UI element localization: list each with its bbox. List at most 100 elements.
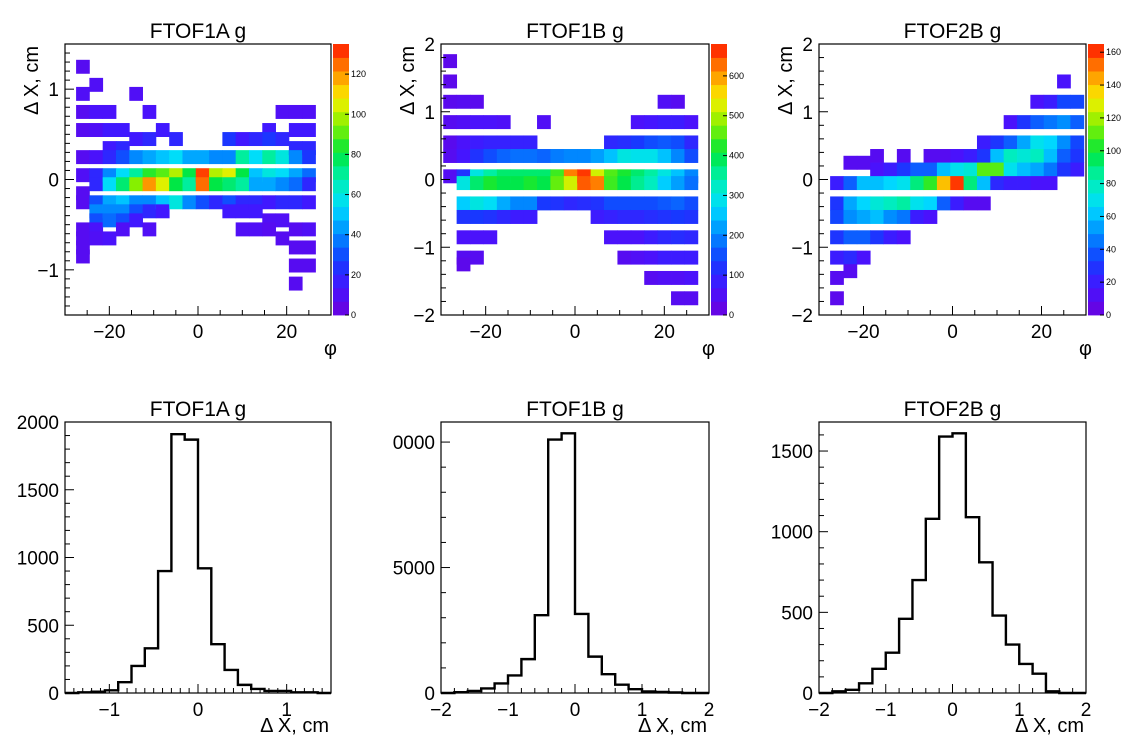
heatmap-cell bbox=[89, 104, 104, 119]
heatmap-cell bbox=[1017, 162, 1031, 177]
heatmap-cell bbox=[936, 176, 951, 191]
histogram-bin bbox=[615, 685, 628, 693]
heatmap-cell bbox=[76, 249, 90, 264]
heatmap-cell bbox=[1030, 135, 1045, 150]
colorbar-segment bbox=[711, 98, 727, 113]
heatmap-cell bbox=[523, 176, 538, 191]
heatmap-cell bbox=[76, 104, 90, 119]
heatmap-cell bbox=[302, 177, 316, 192]
heatmap-cell bbox=[684, 176, 699, 191]
histogram-bin bbox=[238, 685, 251, 693]
colorbar-segment bbox=[333, 44, 349, 58]
colorbar-segment bbox=[1088, 206, 1104, 221]
heatmap-cell bbox=[617, 230, 632, 245]
heatmap-cell bbox=[496, 196, 511, 211]
y-axis-label: Δ X, cm bbox=[397, 46, 419, 115]
heatmap-cell bbox=[483, 115, 498, 130]
heatmap-cell bbox=[896, 149, 911, 163]
heatmap-cell bbox=[671, 196, 685, 211]
y-tick-label: 0 bbox=[802, 684, 813, 705]
heatmap-cell bbox=[870, 209, 884, 224]
heatmap-cell bbox=[923, 196, 938, 211]
heatmap-cell bbox=[288, 276, 303, 291]
colorbar-segment bbox=[711, 125, 727, 140]
heatmap-cell bbox=[830, 291, 844, 306]
x-tick-label: −20 bbox=[93, 322, 125, 343]
heatmap-cell bbox=[671, 230, 685, 245]
colorbar-segment bbox=[711, 220, 727, 235]
colorbar-tick-label: 200 bbox=[729, 230, 744, 240]
x-tick-label: 0 bbox=[947, 322, 958, 343]
y-tick-label: 0 bbox=[48, 684, 59, 705]
heatmap-cell bbox=[275, 150, 290, 165]
y-tick-label: 1 bbox=[802, 103, 813, 124]
heatmap-cell bbox=[617, 149, 632, 163]
heatmap-cell bbox=[288, 222, 303, 237]
heatmap-cell bbox=[195, 195, 210, 210]
heatmap-cell bbox=[976, 135, 991, 150]
heatmap-cell bbox=[550, 196, 565, 211]
x-axis-label: φ bbox=[324, 338, 337, 360]
colorbar-segment bbox=[1088, 111, 1104, 126]
heatmap-cell bbox=[129, 150, 143, 165]
heatmap-cell bbox=[115, 123, 130, 137]
x-tick-label: 1 bbox=[1014, 700, 1025, 721]
heatmap-cell bbox=[644, 230, 659, 245]
chart-title: FTOF1B g bbox=[526, 20, 624, 43]
x-tick-label: 20 bbox=[276, 322, 297, 343]
heatmap-cell bbox=[76, 150, 90, 165]
heatmap-cell bbox=[456, 257, 471, 272]
heatmap-cell bbox=[275, 104, 290, 119]
y-tick-label: 1000 bbox=[771, 523, 813, 544]
colorbar-segment bbox=[711, 193, 727, 207]
heatmap-cell bbox=[235, 204, 250, 219]
colorbar-segment bbox=[711, 44, 727, 58]
colorbar-tick-label: 20 bbox=[1106, 277, 1116, 287]
heatmap-cell bbox=[1043, 176, 1058, 191]
heatmap-cell bbox=[302, 222, 316, 237]
colorbar-tick-label: 140 bbox=[1106, 80, 1121, 90]
x-axis-label: φ bbox=[702, 338, 715, 360]
heatmap-cell bbox=[222, 150, 237, 165]
heatmap-cell bbox=[443, 135, 458, 150]
heatmap-cell bbox=[129, 213, 143, 228]
heatmap-cell bbox=[617, 135, 632, 150]
heatmap-cell bbox=[856, 176, 871, 191]
heatmap-cell bbox=[684, 230, 699, 245]
heatmap-cell bbox=[89, 77, 104, 92]
heatmap-cell bbox=[963, 149, 978, 163]
colorbar-segment bbox=[333, 274, 349, 289]
heatmap-cell bbox=[235, 222, 250, 237]
histogram-bin bbox=[872, 669, 885, 693]
heatmap-cell bbox=[235, 150, 250, 165]
colorbar-segment bbox=[333, 138, 349, 153]
heatmap-cell bbox=[142, 222, 157, 237]
heatmap-cell bbox=[684, 149, 699, 163]
histogram-bin bbox=[225, 670, 238, 693]
heatmap-cell bbox=[1017, 176, 1031, 191]
heatmap-cell bbox=[896, 176, 911, 191]
heatmap-cell bbox=[976, 162, 991, 177]
heatmap-cell bbox=[470, 94, 484, 109]
heatmap-cell bbox=[684, 196, 699, 211]
heatmap-cell bbox=[644, 209, 659, 224]
histogram-bin bbox=[1006, 645, 1019, 693]
heatmap-cell bbox=[470, 230, 484, 245]
heatmap-cell bbox=[288, 177, 303, 192]
heatmap-cell bbox=[496, 176, 511, 191]
y-tick-label: 2 bbox=[424, 35, 435, 56]
plot-frame bbox=[818, 421, 1087, 694]
y-tick-label: 0 bbox=[802, 171, 813, 192]
heatmap-cell bbox=[657, 135, 672, 150]
heatmap-cell bbox=[262, 195, 276, 210]
histogram-bin bbox=[158, 571, 171, 693]
heatmap-cell bbox=[275, 231, 290, 246]
heatmap-cell bbox=[483, 176, 498, 191]
colorbar-segment bbox=[711, 84, 727, 99]
colorbar-segment bbox=[711, 179, 727, 194]
heatmap-cell bbox=[169, 195, 183, 210]
heatmap-cell bbox=[1003, 176, 1018, 191]
heatmap-cell bbox=[671, 270, 685, 285]
colorbar-segment bbox=[1088, 84, 1104, 99]
heatmap-cell bbox=[288, 258, 303, 273]
